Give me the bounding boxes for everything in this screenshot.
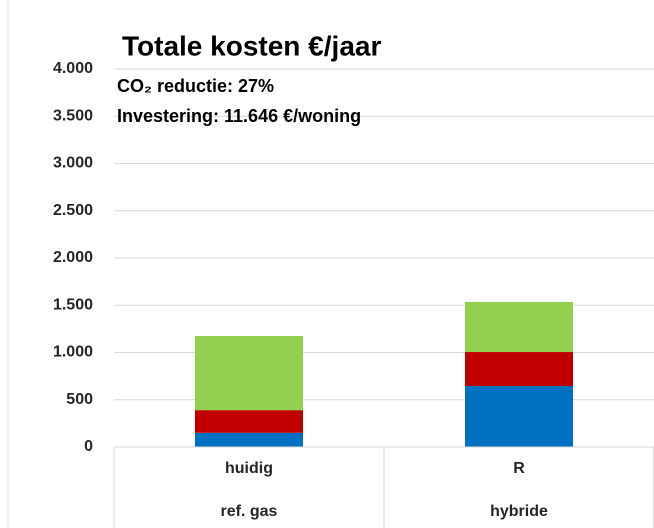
bar-segment — [195, 410, 303, 433]
x-tick-label: huidig — [225, 460, 273, 477]
y-tick-label: 3.000 — [53, 155, 93, 172]
x-group-label: ref. gas — [221, 503, 278, 520]
y-tick-label: 2.500 — [53, 202, 93, 219]
y-tick-label: 1.000 — [53, 344, 93, 361]
chart-title: Totale kosten €/jaar — [122, 30, 381, 61]
annotation: CO₂ reductie: 27% — [117, 76, 274, 96]
bar-segment — [465, 352, 573, 387]
y-tick-label: 3.500 — [53, 107, 93, 124]
bar-segment — [195, 335, 303, 411]
y-tick-label: 1.500 — [53, 296, 93, 313]
y-tick-label: 4.000 — [53, 60, 93, 77]
bar-segment — [195, 432, 303, 447]
bar-segment — [465, 386, 573, 447]
bar-segment — [465, 301, 573, 353]
x-tick-label: R — [513, 460, 525, 477]
x-group-label: hybride — [490, 503, 548, 520]
annotation: Investering: 11.646 €/woning — [117, 106, 361, 126]
y-tick-label: 2.000 — [53, 249, 93, 266]
y-tick-label: 500 — [66, 391, 93, 408]
y-tick-label: 0 — [84, 438, 93, 455]
